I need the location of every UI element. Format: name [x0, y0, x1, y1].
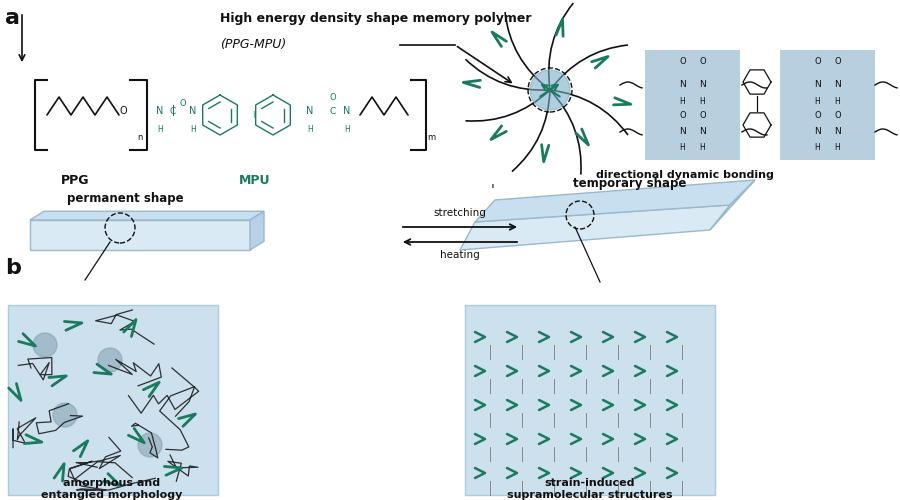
Text: N: N: [157, 106, 164, 116]
Text: m: m: [427, 132, 435, 141]
Text: O: O: [119, 106, 127, 116]
FancyBboxPatch shape: [780, 50, 875, 160]
Text: directional dynamic bonding: directional dynamic bonding: [596, 170, 774, 180]
Polygon shape: [250, 211, 264, 250]
Text: O: O: [329, 92, 337, 102]
Circle shape: [530, 70, 570, 110]
Text: H: H: [699, 98, 706, 106]
Text: amorphous and
entangled morphology: amorphous and entangled morphology: [41, 478, 183, 500]
Text: N: N: [834, 128, 841, 136]
Text: H: H: [190, 126, 196, 134]
Polygon shape: [30, 220, 250, 250]
Text: O: O: [814, 110, 821, 120]
Text: H: H: [814, 144, 821, 152]
Text: (PPG-MPU): (PPG-MPU): [220, 38, 286, 51]
Text: temporary shape: temporary shape: [573, 177, 687, 190]
Text: N: N: [680, 128, 686, 136]
Text: N: N: [699, 128, 706, 136]
Text: O: O: [699, 58, 706, 66]
Text: strain-induced
supramolecular structures: strain-induced supramolecular structures: [508, 478, 673, 500]
Text: a: a: [5, 8, 20, 28]
Polygon shape: [710, 180, 755, 230]
Text: N: N: [343, 106, 351, 116]
Text: |: |: [252, 112, 254, 118]
Circle shape: [53, 403, 77, 427]
Text: stretching: stretching: [434, 208, 486, 218]
Polygon shape: [460, 205, 730, 250]
Text: N: N: [814, 80, 821, 90]
Text: C: C: [170, 106, 176, 116]
Text: H: H: [834, 144, 841, 152]
Text: O: O: [814, 58, 821, 66]
Text: N: N: [814, 128, 821, 136]
Text: O: O: [699, 110, 706, 120]
Text: C: C: [330, 106, 336, 116]
Text: N: N: [306, 106, 314, 116]
Text: N: N: [834, 80, 841, 90]
Text: O: O: [680, 110, 686, 120]
Text: O: O: [180, 98, 186, 108]
Circle shape: [33, 333, 57, 357]
Text: H: H: [834, 98, 841, 106]
Text: H: H: [814, 98, 821, 106]
Text: O: O: [680, 58, 686, 66]
Text: High energy density shape memory polymer: High energy density shape memory polymer: [220, 12, 532, 25]
Text: O: O: [834, 110, 841, 120]
FancyBboxPatch shape: [645, 50, 740, 160]
Text: heating: heating: [440, 250, 480, 260]
Text: N: N: [699, 80, 706, 90]
Text: permanent shape: permanent shape: [67, 192, 184, 205]
Polygon shape: [475, 180, 755, 222]
Text: H: H: [680, 144, 686, 152]
Text: H: H: [158, 126, 163, 134]
Circle shape: [98, 348, 122, 372]
Bar: [8, 305, 218, 495]
Bar: [465, 305, 715, 495]
Text: N: N: [189, 106, 197, 116]
Text: PPG: PPG: [61, 174, 89, 186]
Circle shape: [138, 433, 162, 457]
Text: N: N: [680, 80, 686, 90]
Text: H: H: [344, 126, 350, 134]
Text: MPU: MPU: [239, 174, 271, 186]
Text: H: H: [307, 126, 313, 134]
Text: O: O: [834, 58, 841, 66]
Text: ': ': [491, 183, 495, 197]
Polygon shape: [30, 211, 264, 220]
Text: H: H: [680, 98, 686, 106]
Text: n: n: [138, 132, 143, 141]
Text: H: H: [699, 144, 706, 152]
Text: b: b: [5, 258, 21, 278]
